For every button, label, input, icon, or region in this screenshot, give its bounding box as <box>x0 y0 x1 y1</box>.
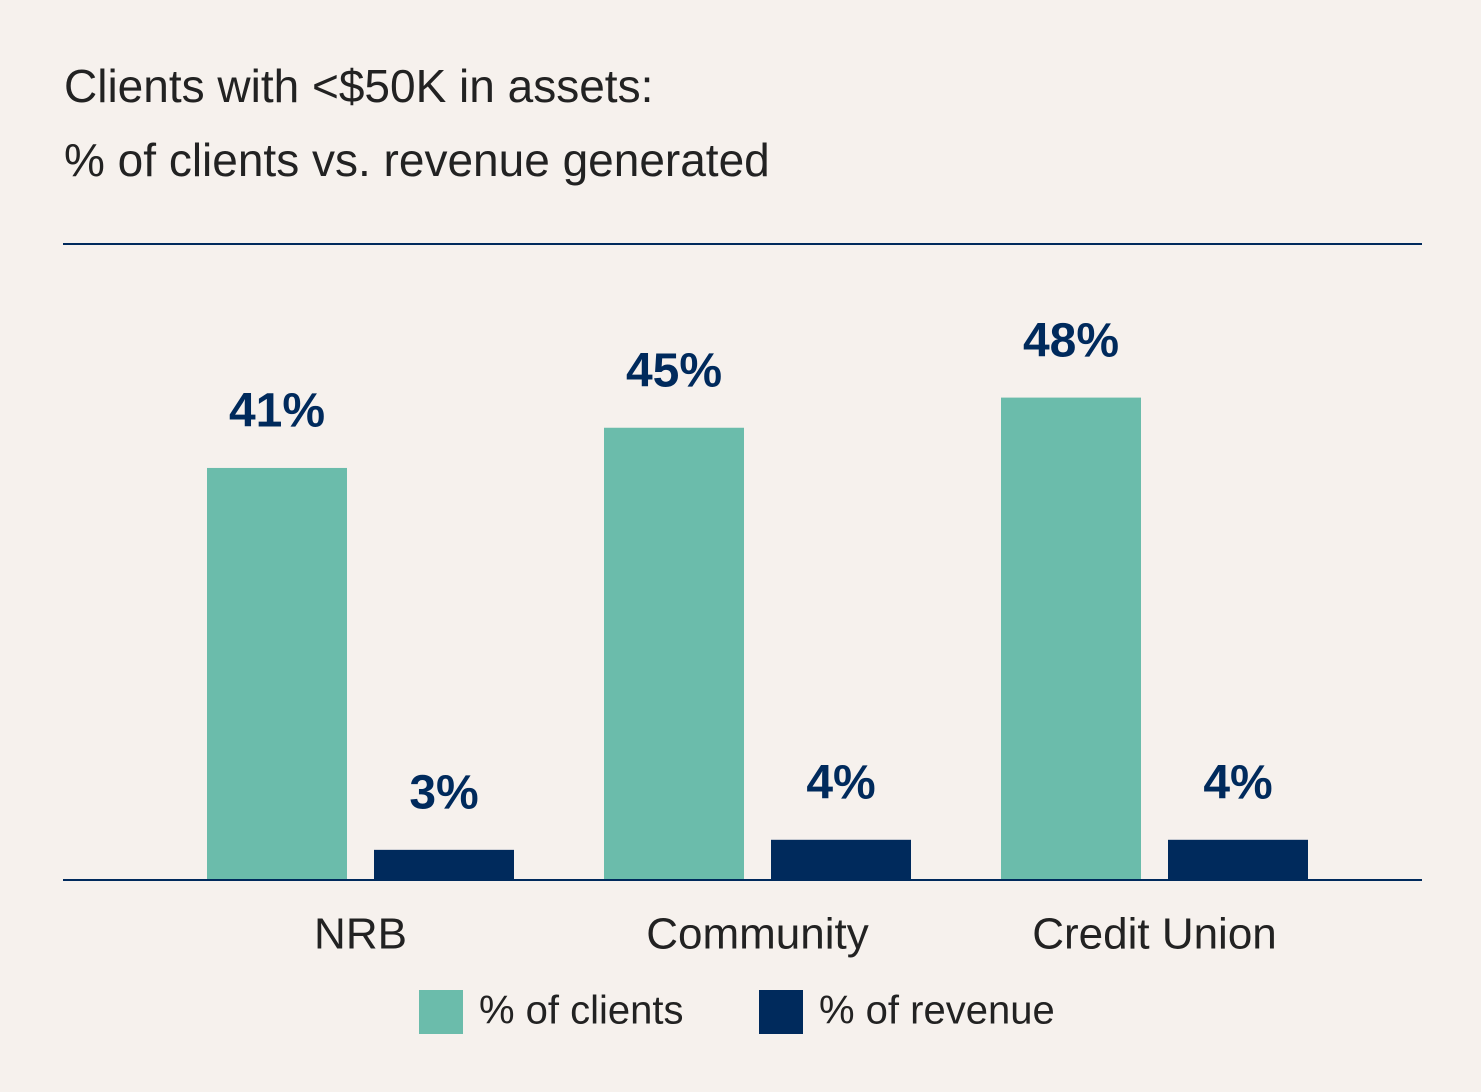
value-label: 4% <box>806 756 875 809</box>
legend-label: % of revenue <box>819 989 1055 1033</box>
legend-swatch <box>759 990 803 1034</box>
legend-swatch <box>419 990 463 1034</box>
value-label: 48% <box>1023 314 1119 367</box>
chart-title: Clients with <$50K in assets: <box>64 60 653 112</box>
bar <box>1001 397 1141 880</box>
bar <box>771 839 911 880</box>
chart-subtitle: % of clients vs. revenue generated <box>64 134 770 186</box>
value-label: 3% <box>409 767 478 820</box>
value-label: 4% <box>1203 756 1272 809</box>
bar <box>1168 839 1308 880</box>
value-label: 45% <box>626 344 722 397</box>
value-label: 41% <box>229 385 325 438</box>
x-tick-label: Community <box>646 910 869 959</box>
x-tick-label: NRB <box>314 910 407 959</box>
bar <box>207 467 347 880</box>
x-tick-label: Credit Union <box>1032 910 1277 959</box>
legend-label: % of clients <box>479 989 684 1033</box>
bar <box>374 849 514 880</box>
bar <box>604 427 744 880</box>
